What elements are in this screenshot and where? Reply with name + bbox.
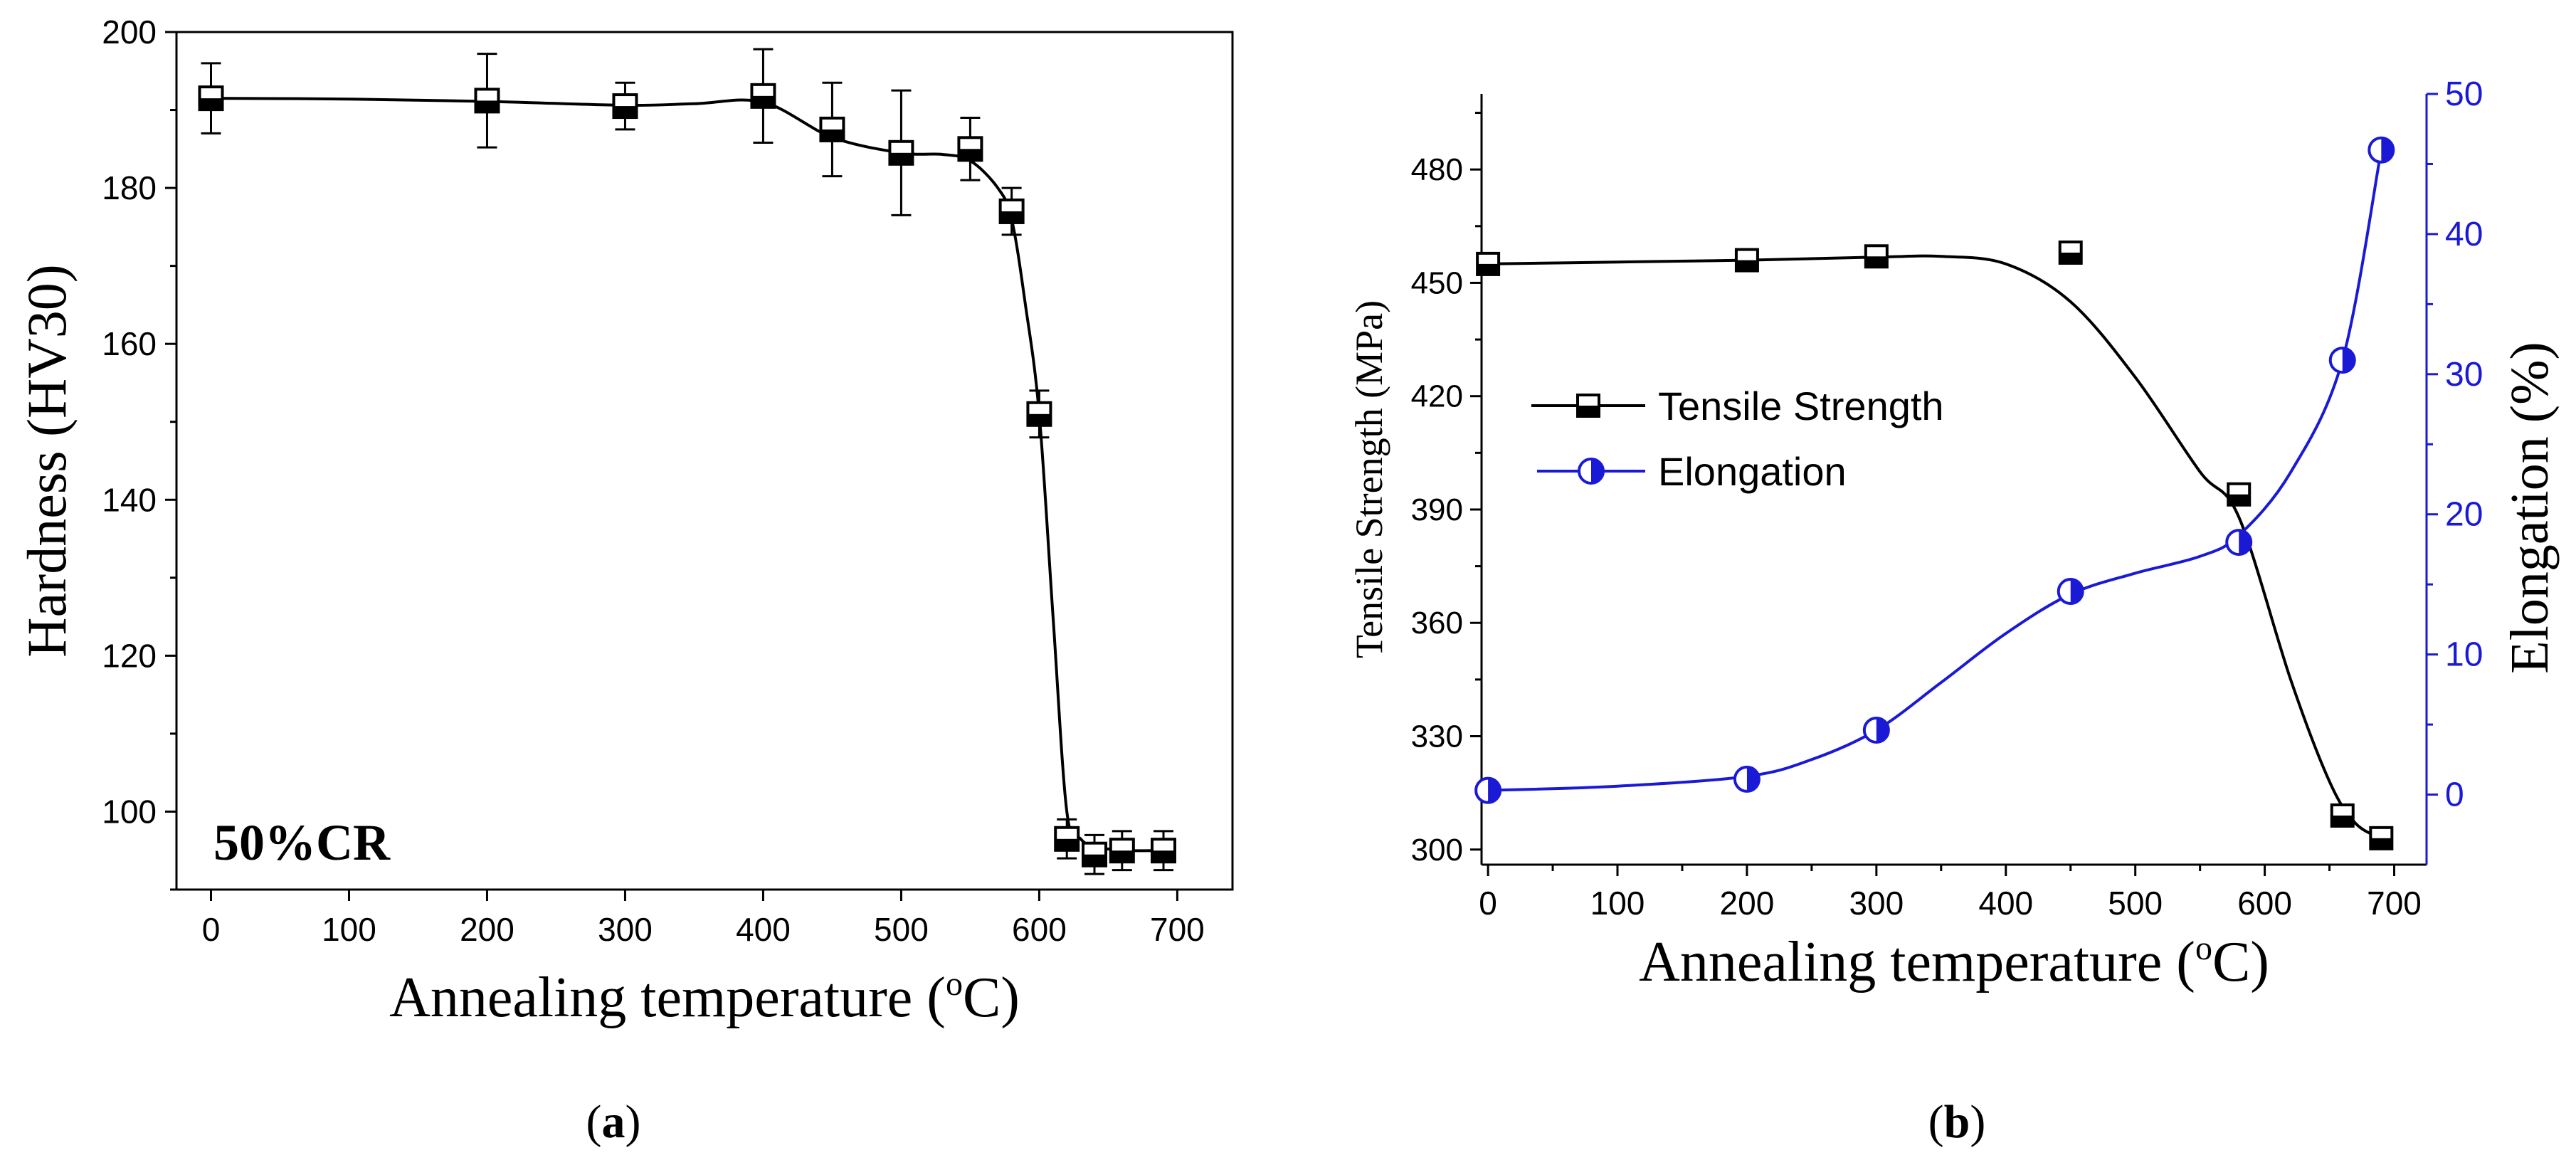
chart-b-tensile-strength-point-fill: [2370, 838, 2392, 849]
chart-panel-b: 0 100 200 300 400 500 600 700300330360390420450…: [1348, 75, 2560, 1148]
chart-b-y2-tick-label: 50: [2445, 75, 2483, 113]
chart-a-y-tick-label: 120: [102, 637, 157, 674]
chart-a-x-axis-label: Annealing temperature (oC): [389, 965, 1020, 1029]
chart-a-y-axis-label: Hardness (HV30): [16, 264, 78, 657]
chart-b-tensile-strength-point-fill: [1736, 260, 1758, 271]
chart-b-y2-axis-label: Elongation (%): [2500, 342, 2560, 673]
chart-a-x-tick-label: 200: [460, 911, 514, 948]
chart-a-point-fill: [751, 95, 775, 107]
legend-tensile-strength-symbol-fill: [1578, 406, 1599, 416]
chart-b-x-tick-label: 600: [2237, 885, 2292, 922]
chart-a-y-tick-label: 140: [102, 481, 157, 518]
panel-label-b-open: (: [1928, 1096, 1944, 1148]
chart-b-elongation-point-fill: [2381, 137, 2394, 162]
chart-b-x-axis-label-text: Annealing temperature (: [1639, 931, 2195, 993]
chart-b-y2-tick-label: 20: [2445, 496, 2483, 534]
chart-b-marks: [1474, 136, 2395, 850]
chart-b-elongation-point-fill: [2342, 348, 2355, 373]
chart-b-elongation-point-fill: [1746, 766, 1759, 791]
chart-b-x-tick-label: 500: [2108, 885, 2163, 922]
chart-b-elongation-point-fill: [2070, 579, 2083, 604]
chart-a-point-fill: [1152, 850, 1176, 863]
legend-tensile-strength-marker: [1576, 394, 1600, 418]
chart-b-x-axis-label-degree: o: [2195, 929, 2212, 967]
chart-b-y-tick-label: 420: [1411, 379, 1463, 414]
chart-b-y-tick-label: 300: [1411, 833, 1463, 868]
chart-b-y2-tick-label: 0: [2445, 776, 2464, 814]
panel-label-a-letter: a: [602, 1096, 625, 1148]
chart-b-y-tick-label: 450: [1411, 265, 1463, 300]
chart-b-y-tick-label: 360: [1411, 606, 1463, 640]
chart-a-point-fill: [959, 149, 982, 161]
chart-b-elongation-point-fill: [1876, 717, 1889, 742]
chart-a-point-fill: [1028, 413, 1051, 426]
chart-a-point-fill: [1055, 838, 1079, 850]
chart-a-x-tick-label: 400: [736, 911, 791, 948]
chart-a-point-fill: [820, 129, 844, 141]
panel-label-b: (b): [1928, 1096, 1986, 1148]
chart-b-tensile-strength-point-fill: [2331, 815, 2353, 826]
chart-a-x-tick-label: 700: [1150, 911, 1205, 948]
chart-a-point-fill: [890, 152, 913, 164]
legend-elongation-marker: [1578, 458, 1605, 485]
chart-a-frame: [175, 31, 1234, 891]
chart-b-x-tick-label: 0: [1479, 885, 1497, 922]
chart-b-x-tick-label: 100: [1590, 885, 1645, 922]
chart-b-y-axis-label: Tensile Strength (MPa): [1348, 300, 1390, 658]
chart-b-y2-tick-label: 40: [2445, 216, 2483, 253]
chart-a-point-fill: [1083, 854, 1107, 866]
panel-label-a-open: (: [586, 1096, 602, 1148]
chart-b-y2-tick-label: 10: [2445, 636, 2483, 674]
chart-a-point-fill: [475, 100, 499, 112]
chart-a-y-tick-label: 200: [102, 14, 157, 51]
chart-b-x-tick-label: 300: [1849, 885, 1904, 922]
chart-panel-a: 0 100 200 300 400 500 600 700 100 120 140 160 180 200…: [16, 14, 1234, 1148]
chart-a-x-axis-label-unit: C): [963, 966, 1020, 1029]
chart-a-x-tick-label: 100: [322, 911, 376, 948]
chart-a-x-tick-label: 500: [874, 911, 929, 948]
legend-elongation-label: Elongation: [1658, 449, 1847, 494]
chart-b-ticks: 0 100 200 300 400 500 600 700300330360390420450…: [1411, 75, 2483, 922]
panel-label-a: (a): [586, 1096, 641, 1148]
chart-a-ticks: 0 100 200 300 400 500 600 700 100 120 140 160 180 200: [102, 14, 1205, 948]
legend-elongation-symbol-fill: [1591, 459, 1603, 483]
chart-b-legend: Tensile Strength Elongation: [1531, 384, 1944, 494]
chart-a-annotation: 50%CR: [213, 814, 391, 871]
chart-a-y-tick-label: 160: [102, 325, 157, 362]
chart-b-y-tick-label: 480: [1411, 152, 1463, 187]
chart-a-point-fill: [613, 106, 637, 118]
chart-a-x-axis-label-degree: o: [946, 965, 963, 1003]
chart-b-tensile-strength-point-fill: [2059, 252, 2081, 263]
chart-b-y-tick-label: 390: [1411, 492, 1463, 527]
chart-b-x-tick-label: 400: [1978, 885, 2033, 922]
chart-a-y-tick-label: 100: [102, 793, 157, 830]
panel-label-b-letter: b: [1944, 1096, 1970, 1148]
chart-a-y-tick-label: 180: [102, 169, 157, 206]
chart-a-x-tick-label: 300: [598, 911, 653, 948]
chart-b-x-axis-label-unit: C): [2212, 931, 2269, 993]
chart-b-tensile-strength-point-fill: [1865, 256, 1887, 268]
panel-label-b-close: ): [1970, 1096, 1985, 1148]
chart-a-x-axis-label-text: Annealing temperature (: [389, 966, 946, 1029]
chart-a-point-fill: [199, 98, 223, 110]
chart-b-tensile-strength-point-fill: [1477, 263, 1499, 275]
chart-a-x-tick-label: 0: [202, 911, 221, 948]
panel-label-a-close: ): [625, 1096, 641, 1148]
chart-b-elongation-point-fill: [1488, 778, 1501, 803]
chart-a-point-fill: [1110, 850, 1134, 863]
chart-b-x-axis-label: Annealing temperature (oC): [1639, 929, 2269, 993]
legend-tensile-strength-label: Tensile Strength: [1658, 384, 1944, 428]
chart-b-x-tick-label: 200: [1720, 885, 1775, 922]
chart-a-x-tick-label: 600: [1012, 911, 1067, 948]
chart-b-y-tick-label: 330: [1411, 719, 1463, 754]
chart-b-x-tick-label: 700: [2367, 885, 2422, 922]
chart-b-elongation-point-fill: [2239, 530, 2252, 555]
chart-b-tensile-strength-point-fill: [2228, 494, 2250, 505]
chart-b-y2-tick-label: 30: [2445, 356, 2483, 394]
chart-a-marks: [198, 48, 1177, 875]
chart-a-point-fill: [1000, 211, 1023, 223]
